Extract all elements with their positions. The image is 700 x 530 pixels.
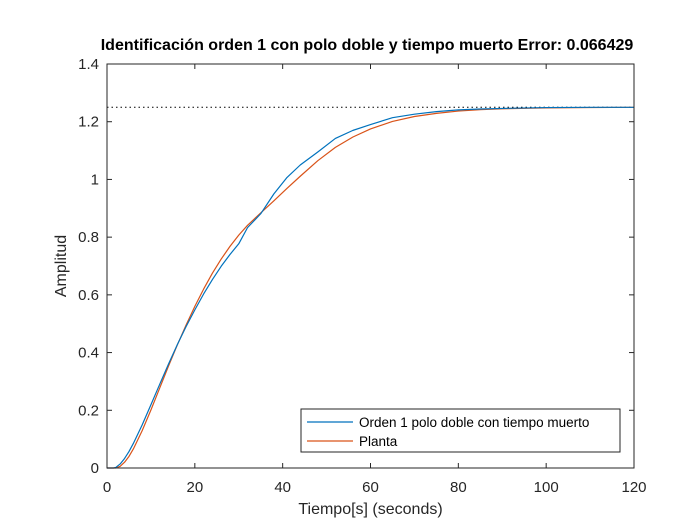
series-layer [107, 106, 635, 469]
y-axis-label: Amplitud [53, 235, 70, 297]
x-tick-label: 40 [274, 479, 291, 496]
x-tick-label: 120 [621, 479, 646, 496]
y-tick-label: 0.2 [78, 402, 99, 419]
x-tick-label: 0 [103, 479, 111, 496]
x-tick-label: 60 [362, 479, 379, 496]
y-tick-label: 0.4 [78, 345, 99, 362]
y-tick-label: 1 [91, 171, 99, 188]
plot-area [107, 64, 634, 468]
y-tick-label: 1.2 [78, 114, 99, 131]
y-tick-label: 0 [91, 460, 99, 477]
ticks-layer: 0 20 40 60 80 100 120 0 0.2 0.4 0.6 0.8 1 1.2 1.4 [78, 56, 646, 496]
y-tick-label: 1.4 [78, 56, 99, 73]
legend-entry-label: Planta [359, 434, 398, 449]
x-axis-label: Tiempo[s] (seconds) [298, 501, 442, 518]
legend-entry-label: Orden 1 polo doble con tiempo muerto [359, 415, 589, 430]
y-tick-label: 0.8 [78, 229, 99, 246]
x-tick-label: 100 [534, 479, 559, 496]
legend-box [300, 408, 621, 453]
x-tick-label: 80 [450, 479, 467, 496]
x-tick-label: 20 [186, 479, 203, 496]
series-line-planta [107, 106, 635, 469]
legend: Orden 1 polo doble con tiempo muerto Plan… [300, 408, 621, 453]
y-tick-label: 0.6 [78, 287, 99, 304]
series-line-orden-1 [107, 106, 634, 469]
chart-title: Identificación orden 1 con polo doble y … [101, 37, 634, 54]
